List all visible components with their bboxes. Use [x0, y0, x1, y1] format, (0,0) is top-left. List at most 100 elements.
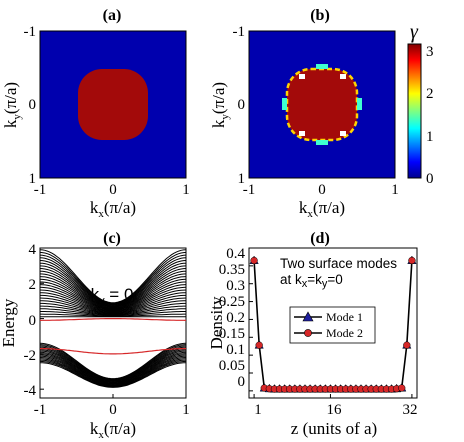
legend-label-mode-1: Mode 1 — [326, 310, 363, 324]
panel-c-xtick-label: 0 — [109, 402, 117, 418]
mode-2-point — [398, 384, 406, 392]
panel-a-ytick-label: 1 — [29, 171, 37, 187]
band-line — [40, 305, 186, 316]
band-line — [40, 349, 186, 383]
panel-c-ylabel: Energy — [0, 298, 18, 347]
band-line — [40, 268, 186, 308]
band-line — [40, 302, 186, 315]
band-line — [40, 273, 186, 309]
mode-2-point — [408, 256, 416, 265]
panel-b-edge-states — [282, 64, 362, 145]
panel-d-title: (d) — [310, 230, 330, 247]
colorbar-tick-label: 3 — [426, 44, 434, 60]
panel-b-edge-state — [299, 74, 305, 79]
colorbar-label: γ — [410, 21, 419, 43]
panel-a-ticks: -1 0 1 -1 0 1 — [24, 24, 190, 198]
panel-b-edge-state — [316, 64, 328, 69]
panel-d-ytick-label: 0.1 — [226, 342, 245, 358]
panel-b-ytick-label: 1 — [238, 171, 246, 187]
panel-c-frame — [39, 247, 187, 399]
band-line — [40, 260, 186, 306]
panel-c-ytick-label: 2 — [29, 277, 37, 293]
colorbar-tick-label: 0 — [426, 171, 434, 187]
panel-c-xlabel: kx(π/a) — [90, 419, 136, 441]
panel-a: -1 0 1 -1 0 1 kx(π/a) ky(π/a) — [1, 24, 190, 220]
panel-b-xtick-label: 0 — [318, 182, 326, 198]
panel-d-annotation-line1: Two surface modes — [280, 256, 397, 271]
legend-marker-mode-1 — [302, 311, 314, 322]
band-line — [40, 257, 186, 305]
panel-a-ytick-label: -1 — [24, 24, 37, 40]
band-line — [40, 351, 186, 384]
band-line — [40, 342, 186, 380]
panel-d-ticks — [249, 247, 413, 398]
panel-d-series — [249, 255, 417, 393]
panel-d-legend: Mode 1 Mode 2 — [289, 306, 376, 344]
panel-c-ytick-label: -4 — [24, 383, 37, 399]
panel-b-xtick-label: -1 — [243, 182, 256, 198]
panel-d-annotation-line2: at kx=ky=0 — [280, 272, 343, 290]
panel-a-xtick-label: -1 — [34, 182, 47, 198]
panel-b-ticks: -1 0 1 -1 0 1 — [233, 24, 399, 198]
legend-label-mode-2: Mode 2 — [326, 326, 363, 340]
panel-c-ytick-label: 4 — [29, 242, 37, 258]
panel-a-ylabel: ky(π/a) — [1, 82, 23, 128]
panel-c: ky = 0 -1 0 1 4 2 0 -2 -4 kx(π/a) Energy — [0, 242, 190, 441]
panel-d-ytick-label: 0.25 — [219, 294, 245, 310]
band-line — [40, 355, 186, 386]
panel-c-title: (c) — [103, 230, 121, 247]
panel-a-xtick-label: 1 — [182, 182, 190, 198]
panel-c-ytick-label: 0 — [29, 313, 37, 329]
panel-d-xtick-label: 16 — [327, 402, 343, 418]
panel-a-ytick-label: 0 — [29, 97, 37, 113]
bands-upper — [40, 249, 186, 318]
band-line — [40, 346, 186, 381]
panel-d-ylabel: Density — [207, 296, 226, 349]
surface-mode-line — [40, 348, 186, 355]
panel-a-title: (a) — [103, 7, 122, 24]
panel-d: Two surface modes at kx=ky=0 Mode 1 Mode… — [207, 246, 418, 438]
surface-modes — [40, 318, 186, 355]
panel-a-region — [78, 69, 148, 140]
panel-b-edge-state — [282, 98, 287, 110]
surface-mode-line — [40, 318, 186, 321]
panel-c-ytick-label: -2 — [24, 348, 37, 364]
band-line — [40, 313, 186, 317]
colorbar-ticks: 0 1 2 3 — [426, 44, 434, 187]
band-line — [40, 357, 186, 386]
panel-b-edge-state — [299, 131, 305, 136]
band-line — [40, 294, 186, 313]
panel-d-ytick-label: 0 — [238, 374, 246, 390]
panel-c-xtick-label: 1 — [182, 402, 190, 418]
panel-d-xtick-label: 32 — [403, 402, 418, 418]
panel-b-edge-state — [357, 98, 362, 110]
band-line — [40, 362, 186, 388]
band-line — [40, 265, 186, 307]
panel-a-xtick-label: 0 — [109, 182, 117, 198]
mode-2-point — [403, 341, 411, 349]
band-line — [40, 353, 186, 384]
mode-2-point — [250, 256, 258, 265]
panel-a-xlabel: kx(π/a) — [90, 198, 136, 220]
panel-d-ytick-label: 0.2 — [226, 310, 245, 326]
legend-marker-mode-2 — [304, 329, 312, 337]
band-line — [40, 360, 186, 388]
panel-b-ylabel: ky(π/a) — [209, 82, 231, 128]
panel-b-xtick-label: 1 — [391, 182, 399, 198]
band-line — [40, 311, 186, 317]
band-line — [40, 297, 186, 314]
panel-d-xlabel: z (units of a) — [291, 419, 377, 438]
panel-d-ytick-label: 0.4 — [226, 246, 245, 262]
band-line — [40, 345, 186, 381]
panel-d-ytick-label: 0.15 — [219, 326, 245, 342]
band-line — [40, 249, 186, 304]
band-line — [40, 251, 186, 304]
colorbar-tick-label: 1 — [426, 129, 434, 145]
panel-b-background — [248, 30, 396, 179]
panel-d-ytick-label: 0.05 — [219, 358, 245, 374]
band-line — [40, 350, 186, 383]
colorbar — [407, 43, 422, 179]
band-line — [40, 286, 186, 312]
panel-d-ytick-label: 0.3 — [226, 278, 245, 294]
